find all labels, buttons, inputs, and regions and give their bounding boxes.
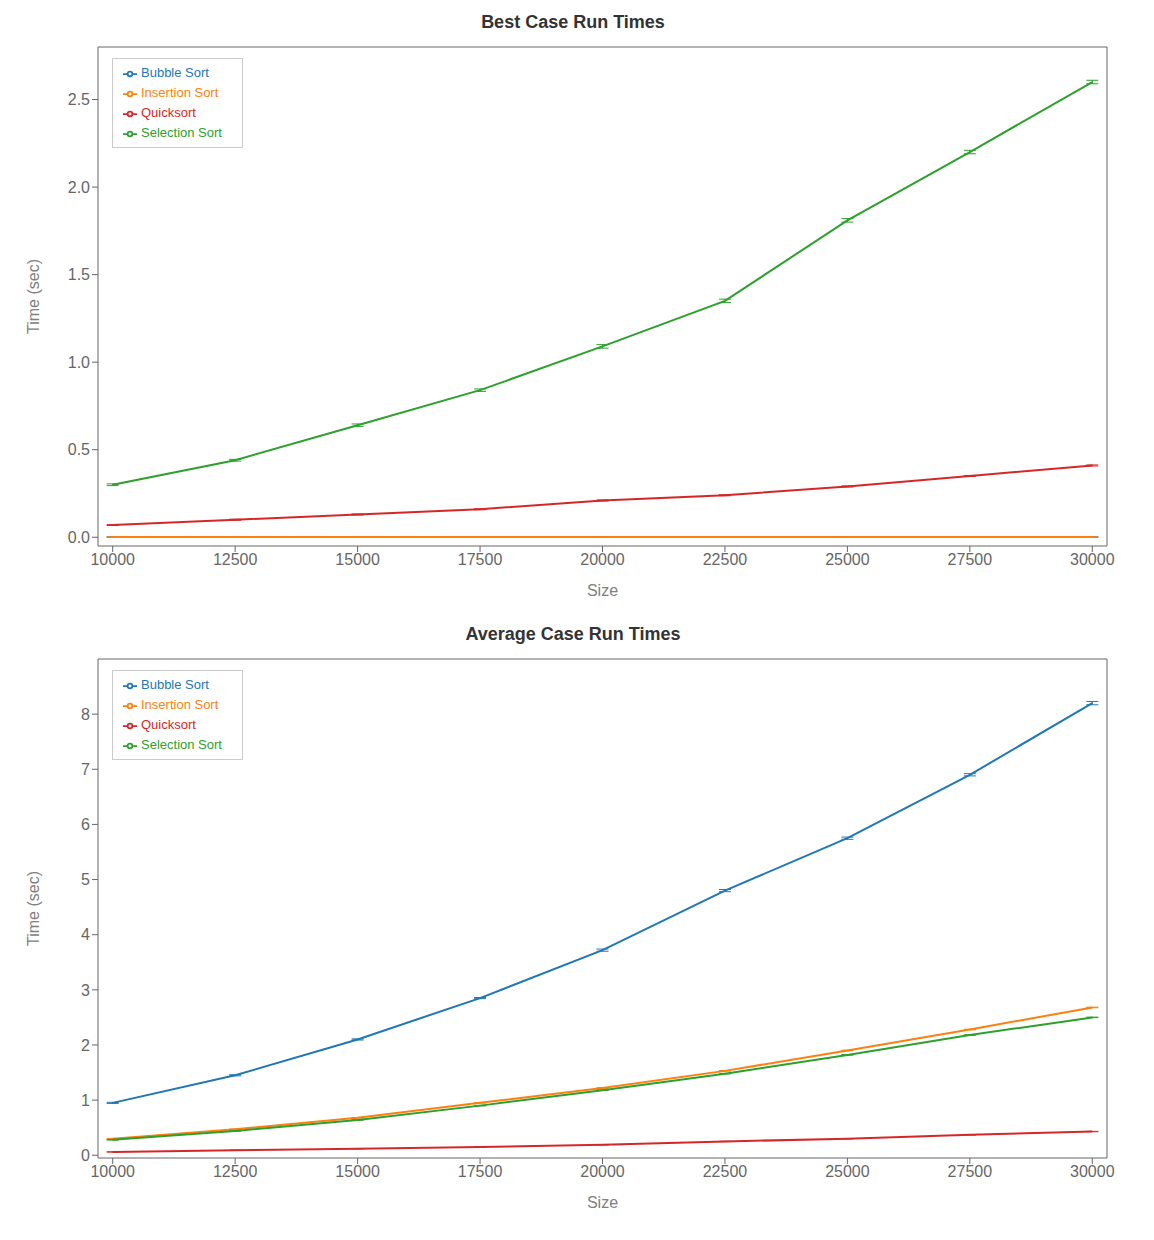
svg-text:10000: 10000 (90, 551, 135, 568)
svg-text:3: 3 (81, 982, 90, 999)
svg-text:25000: 25000 (825, 551, 870, 568)
html-text:Average Case Run Times: Average Case Run Times (465, 624, 681, 644)
svg-text:1: 1 (81, 1092, 90, 1109)
svg-text:7: 7 (81, 761, 90, 778)
svg-text:Size: Size (587, 1194, 618, 1211)
html-text:Best Case Run Times: Best Case Run Times (481, 12, 665, 32)
svg-text:2.5: 2.5 (68, 91, 90, 108)
svg-text:1.0: 1.0 (68, 354, 90, 371)
svg-text:30000: 30000 (1070, 1163, 1115, 1180)
svg-text:Size: Size (587, 582, 618, 599)
svg-text:12500: 12500 (213, 1163, 258, 1180)
svg-text:Time (sec): Time (sec) (25, 871, 42, 946)
html-text:Bubble Sort: Bubble Sort (141, 65, 209, 80)
svg-text:27500: 27500 (948, 1163, 993, 1180)
svg-text:12500: 12500 (213, 551, 258, 568)
svg-text:20000: 20000 (580, 551, 625, 568)
svg-text:1.5: 1.5 (68, 266, 90, 283)
html-text:Quicksort: Quicksort (141, 717, 196, 732)
svg-text:17500: 17500 (458, 1163, 503, 1180)
svg-text:30000: 30000 (1070, 551, 1115, 568)
html-text:Quicksort: Quicksort (141, 105, 196, 120)
svg-text:2: 2 (81, 1037, 90, 1054)
svg-text:5: 5 (81, 871, 90, 888)
svg-text:0: 0 (81, 1147, 90, 1164)
svg-text:22500: 22500 (703, 551, 748, 568)
svg-text:15000: 15000 (335, 1163, 380, 1180)
svg-text:0.0: 0.0 (68, 529, 90, 546)
html-text:Insertion Sort: Insertion Sort (141, 697, 219, 712)
svg-text:6: 6 (81, 816, 90, 833)
svg-text:2.0: 2.0 (68, 179, 90, 196)
svg-text:Time (sec): Time (sec) (25, 259, 42, 334)
html-text:Bubble Sort: Bubble Sort (141, 677, 209, 692)
svg-text:25000: 25000 (825, 1163, 870, 1180)
svg-text:10000: 10000 (90, 1163, 135, 1180)
html-text:Selection Sort: Selection Sort (141, 737, 222, 752)
svg-text:20000: 20000 (580, 1163, 625, 1180)
svg-text:15000: 15000 (335, 551, 380, 568)
svg-text:4: 4 (81, 926, 90, 943)
svg-text:27500: 27500 (948, 551, 993, 568)
html-text:Insertion Sort: Insertion Sort (141, 85, 219, 100)
svg-text:0.5: 0.5 (68, 441, 90, 458)
svg-text:8: 8 (81, 706, 90, 723)
html-text:Selection Sort: Selection Sort (141, 125, 222, 140)
svg-text:22500: 22500 (703, 1163, 748, 1180)
svg-text:17500: 17500 (458, 551, 503, 568)
